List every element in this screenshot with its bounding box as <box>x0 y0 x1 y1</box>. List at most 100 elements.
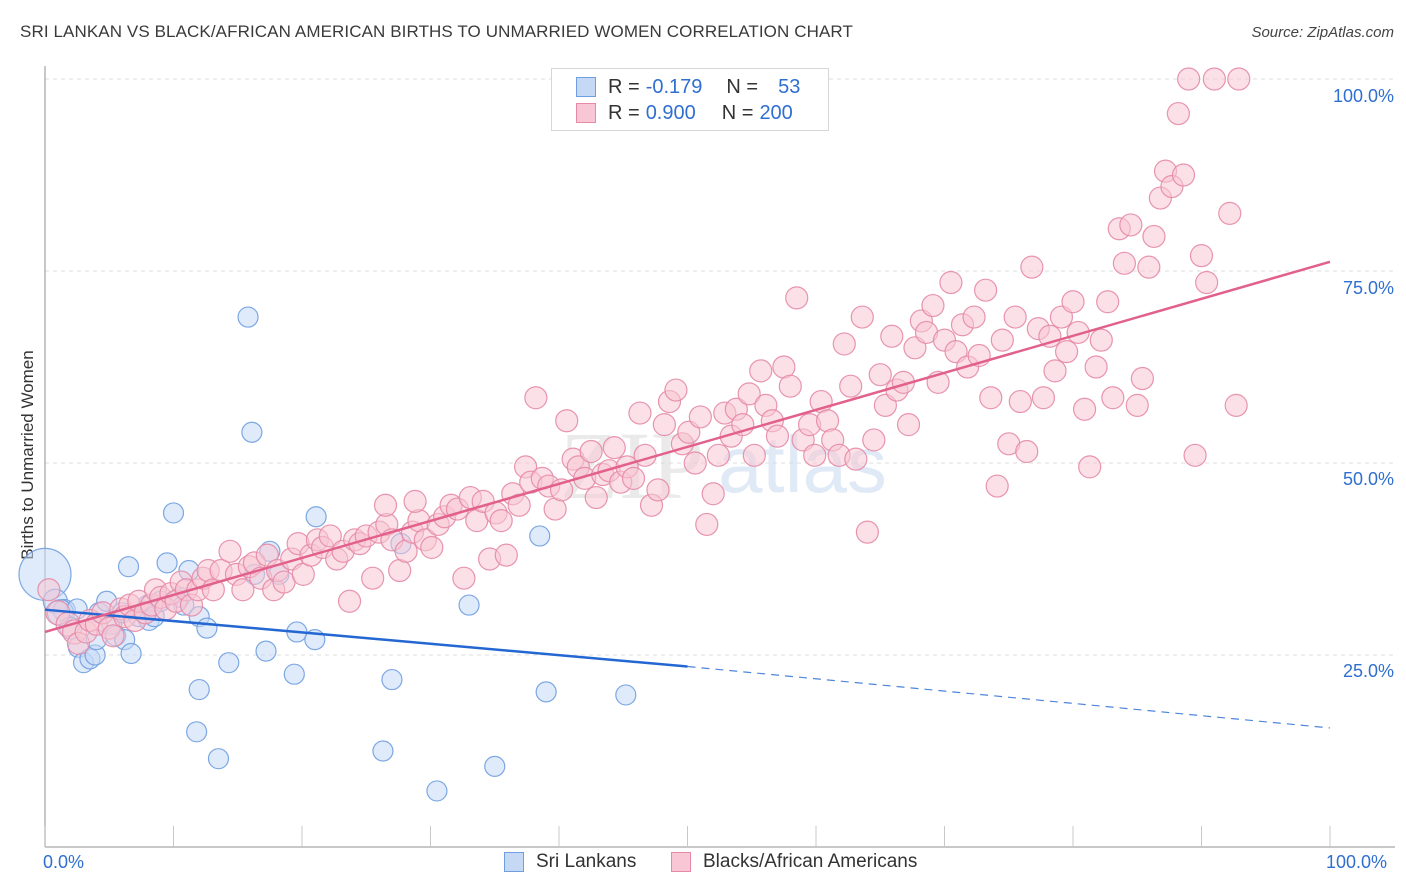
legend-row-blacks-african-americans: R = 0.900 N = 200 <box>576 101 793 125</box>
y-tick-label-25: 25.0% <box>1342 661 1394 681</box>
data-point <box>458 594 480 616</box>
data-point <box>484 755 506 777</box>
data-point <box>1015 439 1039 464</box>
data-point <box>555 409 579 433</box>
data-point <box>1130 366 1154 391</box>
data-point <box>1043 359 1067 383</box>
data-point <box>628 401 652 425</box>
data-point <box>701 482 725 506</box>
x-tick-label-100: 100.0% <box>1326 852 1388 872</box>
data-point <box>1061 290 1085 314</box>
data-point <box>420 535 444 560</box>
trend-line-sri-lankans-extrapolated <box>687 665 1331 729</box>
trend-line-sri-lankans <box>44 608 688 668</box>
data-point <box>255 640 277 662</box>
data-point <box>615 684 637 706</box>
data-point <box>381 668 403 691</box>
data-point <box>1112 251 1137 275</box>
data-point <box>803 443 827 467</box>
data-point <box>196 617 218 639</box>
legend-r-value: 0.900 <box>645 101 696 124</box>
data-point <box>765 424 790 448</box>
data-point <box>749 359 773 383</box>
data-point <box>337 589 362 613</box>
legend-swatch-pink <box>576 103 596 123</box>
data-point <box>37 578 61 602</box>
y-tick-label-50: 50.0% <box>1342 469 1394 489</box>
data-point <box>683 451 707 475</box>
data-point <box>1171 163 1196 187</box>
data-point <box>855 520 880 544</box>
data-point <box>120 642 142 665</box>
data-point <box>373 493 398 517</box>
x-tick-label-0: 0.0% <box>43 852 85 872</box>
data-point <box>584 485 608 510</box>
data-point <box>1020 255 1044 279</box>
data-point <box>1166 101 1190 126</box>
legend-item-blacks-african-americans: Blacks/African Americans <box>671 851 917 873</box>
data-point <box>695 512 719 537</box>
y-tick-label-100: 100.0% <box>1332 86 1394 106</box>
legend-label-sri-lankans: Sri Lankans <box>536 851 637 872</box>
correlation-legend: R = -0.179 N = 53 R = 0.900 N = 200 <box>551 68 829 131</box>
legend-swatch-pink <box>671 852 691 872</box>
data-point <box>1227 67 1251 91</box>
data-point <box>1137 255 1161 279</box>
data-point <box>489 508 513 533</box>
data-point <box>452 566 476 590</box>
data-point <box>815 409 840 433</box>
legend-r-label: R = <box>608 101 640 124</box>
data-point <box>1202 67 1226 91</box>
data-point <box>101 624 125 648</box>
data-point <box>1096 290 1120 314</box>
series-blacks-african-americans <box>37 67 1251 656</box>
data-point <box>1072 397 1097 421</box>
data-point <box>985 474 1009 498</box>
data-point <box>579 439 603 464</box>
data-point <box>162 502 185 524</box>
data-point <box>218 539 242 563</box>
data-point <box>1003 305 1027 329</box>
source-label: Source: ZipAtlas.com <box>1251 24 1394 41</box>
legend-item-sri-lankans: Sri Lankans <box>504 851 636 873</box>
data-point <box>706 443 730 467</box>
data-point <box>778 374 802 398</box>
data-point <box>403 489 427 513</box>
data-point <box>494 543 518 567</box>
axes <box>44 66 1395 848</box>
chart-title: SRI LANKAN VS BLACK/AFRICAN AMERICAN BIR… <box>20 22 853 41</box>
data-point <box>688 405 712 429</box>
data-point <box>283 663 305 685</box>
data-point <box>529 525 551 547</box>
data-point <box>361 566 385 590</box>
data-point <box>1031 386 1056 410</box>
data-point <box>737 382 761 406</box>
data-point <box>979 386 1003 410</box>
data-point <box>896 413 921 437</box>
legend-swatch-blue <box>576 77 596 97</box>
legend-swatch-blue <box>504 852 524 872</box>
data-point <box>850 305 874 329</box>
data-point <box>426 780 448 802</box>
data-point <box>318 524 342 548</box>
data-point <box>664 378 688 402</box>
data-point <box>602 436 626 460</box>
data-point <box>880 324 904 348</box>
data-point <box>1008 389 1032 414</box>
data-point <box>188 678 210 701</box>
data-point <box>1195 270 1219 295</box>
data-point <box>785 286 809 310</box>
data-point <box>646 478 670 502</box>
y-tick-label-75: 75.0% <box>1342 278 1394 298</box>
legend-n-label: N = <box>721 101 754 124</box>
data-point <box>1189 244 1214 268</box>
data-point <box>1089 328 1113 352</box>
data-point <box>1183 443 1207 467</box>
data-point <box>844 447 868 471</box>
data-point <box>1218 201 1242 225</box>
data-point <box>156 552 178 574</box>
data-point <box>218 652 240 674</box>
trend-lines <box>44 260 1331 729</box>
data-point <box>962 305 986 329</box>
data-point <box>372 740 394 762</box>
